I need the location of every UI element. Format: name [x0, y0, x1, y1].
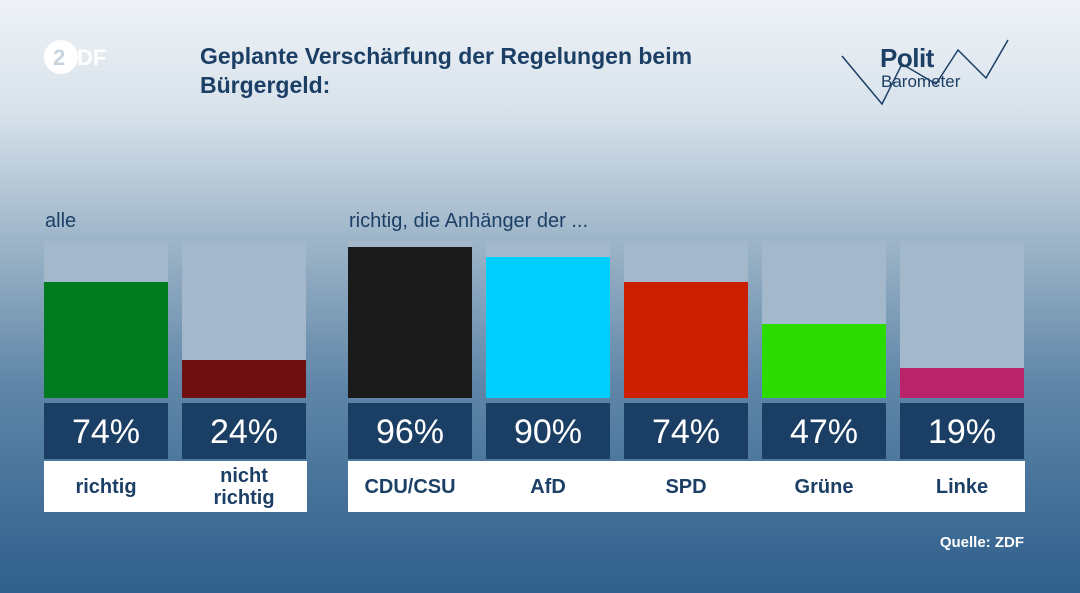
polit-wordmark: Polit	[880, 43, 934, 73]
value-label-1-4: 19%	[900, 403, 1024, 459]
bar-track-1-0	[348, 241, 472, 398]
category-label-1-0: CDU/CSU	[364, 475, 456, 498]
svg-text:DF: DF	[77, 45, 106, 70]
category-band-parties	[348, 461, 1025, 512]
bar-1-1	[486, 256, 610, 398]
page-title: Geplante Verschärfung der Regelungen bei…	[200, 43, 693, 98]
category-label-0-0: richtig	[75, 475, 137, 498]
category-label-1-1: AfD	[530, 475, 566, 498]
politbarometer-logo-icon	[841, 39, 1009, 106]
category-label-1-4: Linke	[935, 475, 989, 498]
value-label-1-1: 90%	[486, 403, 610, 459]
category-label-0-1: nicht richtig	[213, 464, 275, 509]
category-label-1-3: Grüne	[794, 475, 854, 498]
category-label-1-2: SPD	[665, 475, 707, 498]
source-note: Quelle: ZDF	[939, 534, 1024, 551]
value-label-1-2: 74%	[624, 403, 748, 459]
bar-track-1-2	[624, 241, 748, 398]
zdf-logo-icon: 2 DF	[44, 40, 106, 74]
group-label-all: alle	[45, 210, 77, 232]
bar-track-1-1	[486, 241, 610, 398]
bar-0-1	[182, 360, 306, 398]
bar-0-0	[44, 281, 168, 398]
bar-1-2	[624, 281, 748, 398]
value-label-0-1: 24%	[182, 403, 306, 459]
bar-1-3	[762, 324, 886, 398]
group-label-parties: richtig, die Anhänger der ...	[349, 210, 589, 232]
bar-track-0-0	[44, 241, 168, 398]
category-band-all	[44, 461, 307, 512]
bar-1-4	[900, 368, 1024, 398]
bar-1-0	[348, 247, 472, 398]
svg-text:2: 2	[53, 45, 65, 70]
bar-track-1-3	[762, 241, 886, 398]
bar-track-0-1	[182, 241, 306, 398]
barometer-wordmark: Barometer	[881, 72, 961, 91]
value-label-1-0: 96%	[348, 403, 472, 459]
value-label-1-3: 47%	[762, 403, 886, 459]
value-label-0-0: 74%	[44, 403, 168, 459]
bar-track-1-4	[900, 241, 1024, 398]
